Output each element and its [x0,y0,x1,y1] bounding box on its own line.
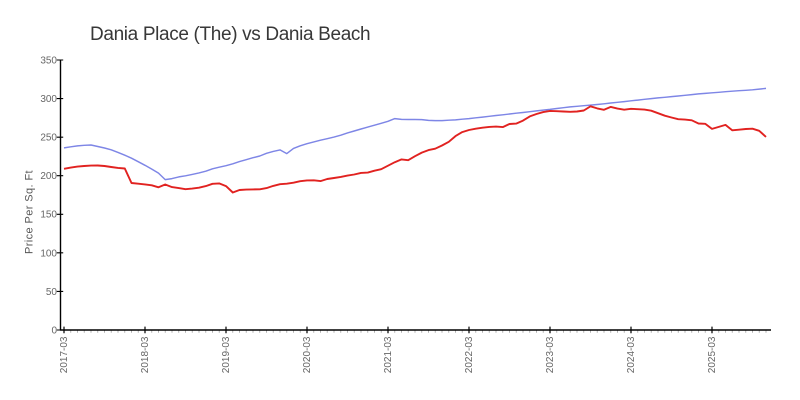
svg-text:2022-03: 2022-03 [464,336,475,373]
svg-text:2018-03: 2018-03 [140,336,151,373]
svg-text:2024-03: 2024-03 [626,336,637,373]
svg-text:2023-03: 2023-03 [545,336,556,373]
svg-text:0: 0 [51,325,57,336]
svg-text:300: 300 [40,94,57,105]
svg-text:2021-03: 2021-03 [383,336,394,373]
svg-text:350: 350 [40,55,57,66]
svg-text:Price Per Sq. Ft: Price Per Sq. Ft [24,170,36,254]
svg-text:100: 100 [40,248,57,259]
svg-text:2019-03: 2019-03 [221,336,232,373]
svg-text:2025-03: 2025-03 [707,336,718,373]
svg-text:50: 50 [46,287,58,298]
svg-text:2020-03: 2020-03 [302,336,313,373]
svg-text:200: 200 [40,171,57,182]
svg-text:2017-03: 2017-03 [59,336,70,373]
svg-text:150: 150 [40,210,57,221]
svg-text:Dania Place (The) vs Dania Bea: Dania Place (The) vs Dania Beach [90,24,370,45]
svg-text:250: 250 [40,133,57,144]
